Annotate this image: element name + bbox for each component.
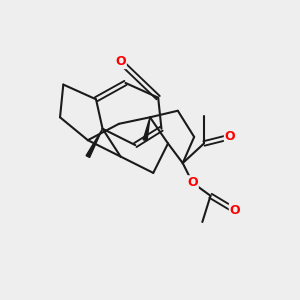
- Polygon shape: [143, 117, 150, 141]
- Text: O: O: [225, 130, 236, 143]
- Text: O: O: [230, 204, 240, 217]
- Text: O: O: [187, 176, 198, 189]
- Polygon shape: [86, 129, 103, 158]
- Text: O: O: [115, 55, 126, 68]
